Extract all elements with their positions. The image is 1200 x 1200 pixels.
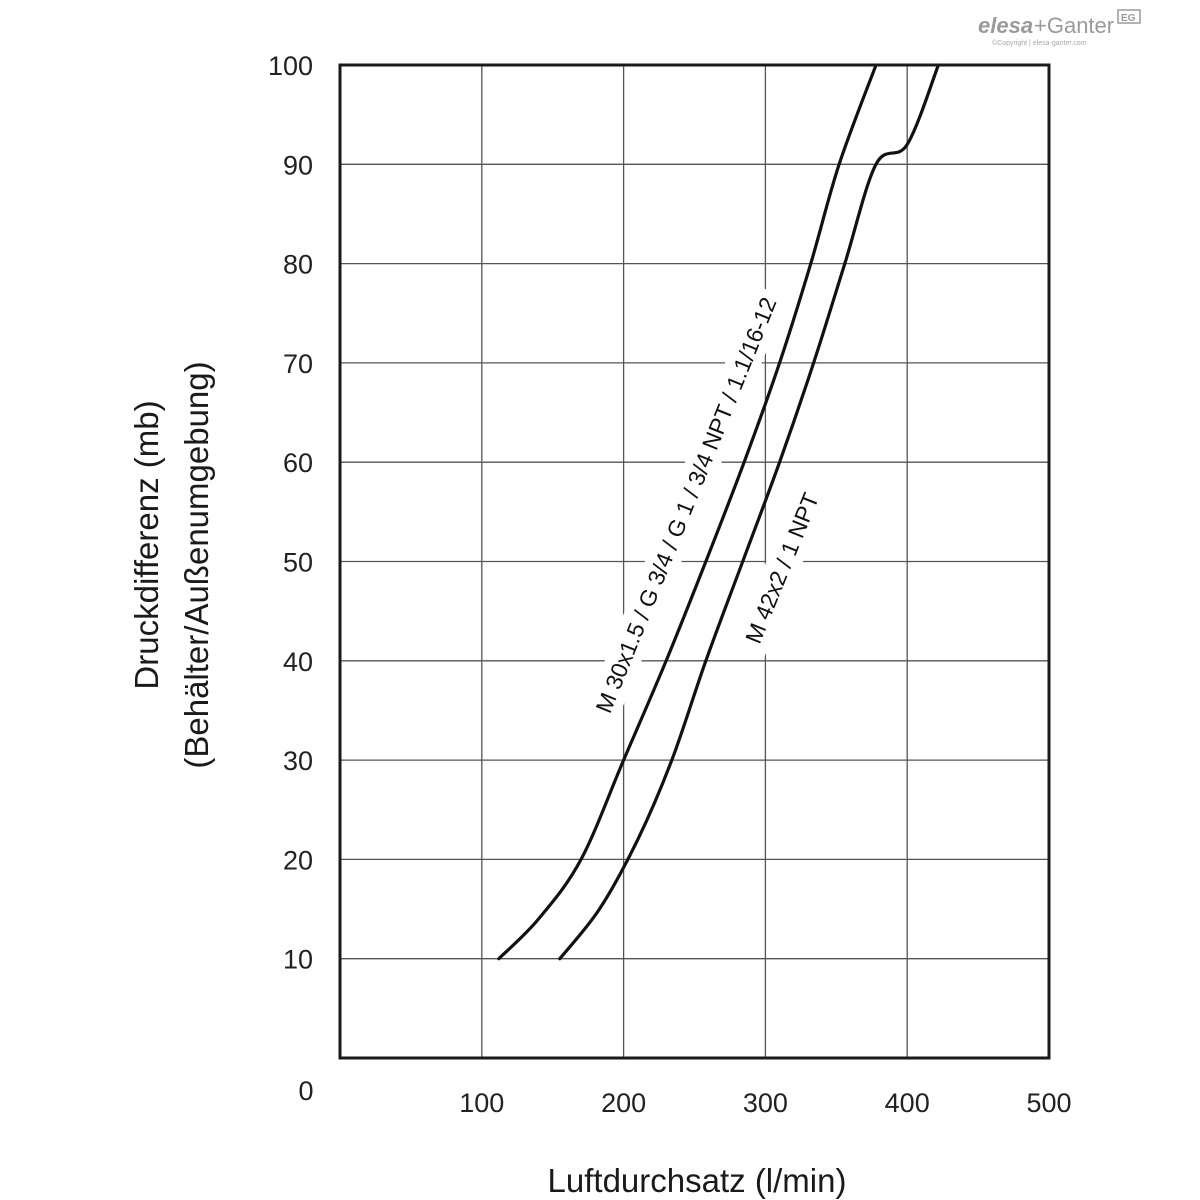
- x-tick-label: 200: [601, 1088, 646, 1118]
- plot-frame: [338, 63, 1051, 1060]
- y-tick-label: 60: [283, 448, 313, 478]
- y-axis-subtitle: (Behälter/Außenumgebung): [178, 361, 215, 768]
- y-tick-label: 50: [283, 548, 313, 578]
- y-tick-labels: 10 20 30 40 50 60 70 80 90 100: [268, 51, 313, 975]
- y-tick-label: 40: [283, 647, 313, 677]
- svg-text:©Copyright | elesa-ganter.com: ©Copyright | elesa-ganter.com: [992, 39, 1087, 47]
- y-tick-label: 100: [268, 51, 313, 81]
- y-tick-label: 70: [283, 349, 313, 379]
- y-axis-title: Druckdifferenz (mb): [128, 400, 165, 689]
- y-tick-label: 90: [283, 150, 313, 180]
- elesa-ganter-logo: elesa +Ganter EG ©Copyright | elesa-gant…: [978, 9, 1141, 47]
- y-tick-label: 10: [283, 945, 313, 975]
- label-backdrop: [732, 478, 832, 658]
- x-tick-label: 400: [885, 1088, 930, 1118]
- x-tick-labels: 100 200 300 400 500: [459, 1088, 1071, 1118]
- svg-text:EG: EG: [1121, 13, 1136, 24]
- y-tick-label: 30: [283, 746, 313, 776]
- grid-lines: [340, 65, 1049, 1058]
- x-tick-label: 300: [743, 1088, 788, 1118]
- series-line: [558, 63, 940, 961]
- series-line: [497, 63, 878, 961]
- origin-label: 0: [298, 1076, 313, 1106]
- svg-text:elesa: elesa: [978, 13, 1033, 38]
- label-backdrop: [584, 285, 788, 725]
- y-tick-label: 80: [283, 250, 313, 280]
- series-curves: [497, 63, 940, 961]
- x-tick-label: 500: [1026, 1088, 1071, 1118]
- series-label: M 42x2 / 1 NPT: [740, 489, 824, 647]
- svg-text:+Ganter: +Ganter: [1034, 13, 1114, 38]
- x-axis-title: Luftdurchsatz (l/min): [548, 1162, 847, 1199]
- y-tick-label: 20: [283, 845, 313, 875]
- x-tick-label: 100: [459, 1088, 504, 1118]
